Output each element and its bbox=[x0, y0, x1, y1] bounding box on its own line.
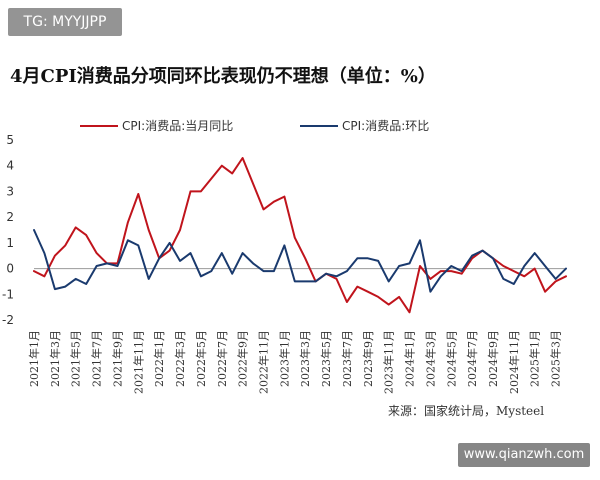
x-tick-label: 2022年5月 bbox=[194, 330, 208, 387]
x-tick-label: 2023年11月 bbox=[382, 330, 396, 394]
watermark-top: TG: MYYJJPP bbox=[8, 8, 122, 36]
y-tick-label: 1 bbox=[6, 236, 14, 250]
source-note: 来源：国家统计局，Mysteel bbox=[388, 403, 544, 418]
x-tick-label: 2022年7月 bbox=[215, 330, 229, 387]
x-tick-label: 2022年3月 bbox=[173, 330, 187, 387]
y-axis: 5 4 3 2 1 0 -1 -2 bbox=[2, 133, 14, 327]
watermark-bottom: www.qianzwh.com bbox=[458, 443, 590, 467]
x-tick-label: 2024年1月 bbox=[403, 330, 417, 387]
x-tick-label: 2024年11月 bbox=[507, 330, 521, 394]
x-tick-label: 2021年1月 bbox=[27, 330, 41, 387]
chart-title: 4月CPI消费品分项同环比表现仍不理想（单位：%） bbox=[10, 66, 436, 87]
y-tick-label: 4 bbox=[6, 159, 14, 173]
x-tick-label: 2022年11月 bbox=[256, 330, 270, 394]
y-tick-label: 3 bbox=[6, 184, 14, 198]
x-tick-label: 2024年5月 bbox=[444, 330, 458, 387]
x-tick-label: 2021年3月 bbox=[48, 330, 62, 387]
x-tick-label: 2025年1月 bbox=[528, 330, 542, 387]
legend-label-mom: CPI:消费品:环比 bbox=[342, 119, 429, 133]
x-tick-label: 2021年5月 bbox=[69, 330, 83, 387]
series-line-mom bbox=[33, 229, 567, 293]
series-layer bbox=[33, 157, 567, 314]
x-tick-label: 2021年9月 bbox=[110, 330, 124, 387]
x-tick-label: 2024年9月 bbox=[486, 330, 500, 387]
x-tick-label: 2021年11月 bbox=[131, 330, 145, 394]
x-tick-label: 2024年3月 bbox=[423, 330, 437, 387]
y-tick-label: 5 bbox=[6, 133, 14, 147]
legend: CPI:消费品:当月同比 CPI:消费品:环比 bbox=[80, 119, 429, 133]
x-axis: 2021年1月 2021年3月 2021年5月 2021年7月 2021年9月 2021年… bbox=[27, 268, 566, 394]
x-tick-label: 2023年9月 bbox=[361, 330, 375, 387]
y-tick-label: 2 bbox=[6, 210, 14, 224]
series-line-yoy bbox=[33, 157, 567, 314]
x-tick-label: 2025年3月 bbox=[549, 330, 563, 387]
x-tick-label: 2023年5月 bbox=[319, 330, 333, 387]
x-tick-label: 2022年1月 bbox=[152, 330, 166, 387]
x-tick-label: 2023年3月 bbox=[298, 330, 312, 387]
y-tick-label: -1 bbox=[2, 287, 14, 301]
y-tick-label: -2 bbox=[2, 313, 14, 327]
x-tick-label: 2022年9月 bbox=[236, 330, 250, 387]
legend-label-yoy: CPI:消费品:当月同比 bbox=[122, 119, 233, 133]
x-tick-label: 2023年1月 bbox=[277, 330, 291, 387]
x-tick-label: 2024年7月 bbox=[465, 330, 479, 387]
x-tick-label: 2023年7月 bbox=[340, 330, 354, 387]
x-tick-label: 2021年7月 bbox=[90, 330, 104, 387]
y-tick-label: 0 bbox=[6, 262, 14, 276]
